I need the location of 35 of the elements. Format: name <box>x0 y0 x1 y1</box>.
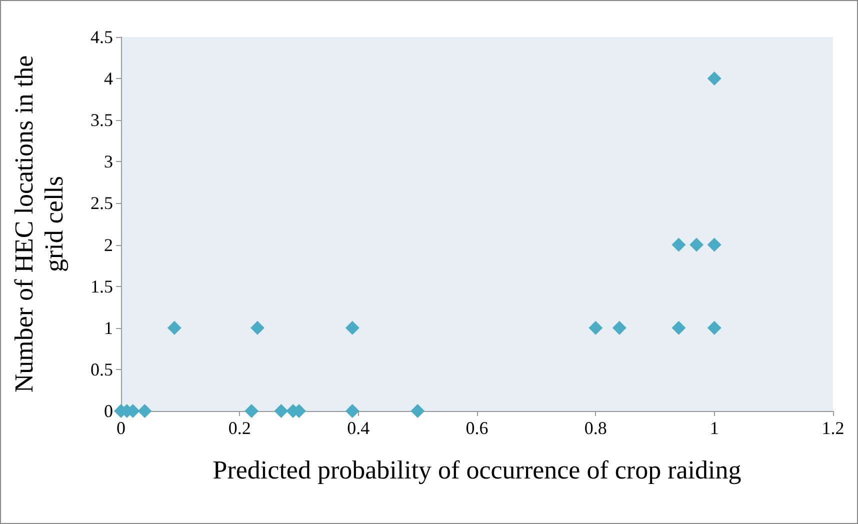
x-tick-label: 1 <box>710 418 719 438</box>
x-tick-label: 1.2 <box>822 418 844 438</box>
point <box>410 404 425 418</box>
x-tick-label: 0.6 <box>466 418 488 438</box>
point <box>707 238 722 252</box>
y-tick-label: 2.5 <box>90 193 113 214</box>
y-tick-label: 4.5 <box>90 27 113 47</box>
y-axis-title: Number of HEC locations in the grid cells <box>10 55 68 393</box>
point <box>612 320 626 335</box>
point <box>345 320 360 335</box>
x-tick-label: 0.2 <box>228 418 251 438</box>
y-tick-label: 0.5 <box>90 359 113 380</box>
x-axis-title: Predicted probability of occurrence of crop raiding <box>212 456 742 484</box>
point <box>345 404 360 418</box>
point <box>672 238 686 252</box>
y-tick-label: 3.5 <box>90 110 113 130</box>
y-tick-label: 1.5 <box>90 276 113 296</box>
point <box>138 404 152 418</box>
point <box>672 320 686 335</box>
y-tick-label: 4 <box>104 68 113 89</box>
point <box>167 320 182 335</box>
point <box>274 404 288 418</box>
point <box>690 238 704 252</box>
point <box>244 404 259 418</box>
y-tick-label: 1 <box>104 318 113 338</box>
x-tick-label: 0.8 <box>584 418 607 438</box>
point <box>707 320 722 335</box>
point <box>707 72 722 86</box>
x-tick-label: 0 <box>116 418 126 438</box>
point <box>250 320 264 335</box>
x-tick-label: 0.4 <box>347 418 370 438</box>
y-tick-label: 0 <box>104 401 113 421</box>
y-tick-label: 2 <box>104 234 113 255</box>
y-tick-label: 3 <box>104 152 113 172</box>
point <box>588 320 603 335</box>
